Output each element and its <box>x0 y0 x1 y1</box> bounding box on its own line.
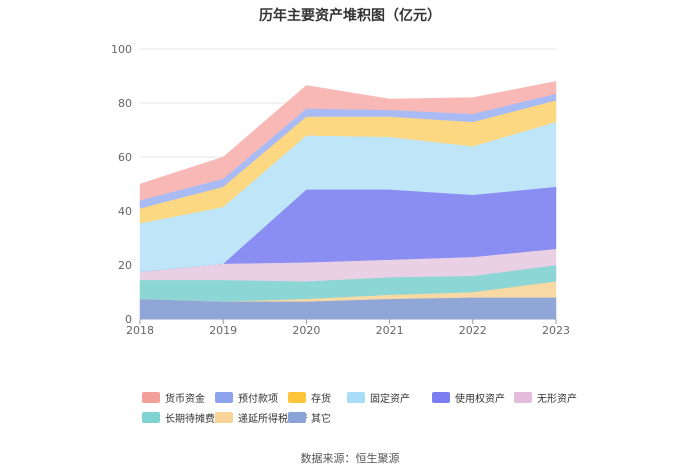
legend-swatch <box>142 412 160 423</box>
legend-item[interactable]: 长期待摊费用 <box>142 410 225 425</box>
legend-label: 货币资金 <box>165 394 205 405</box>
x-tick-label: 2021 <box>376 324 404 337</box>
legend-swatch <box>215 392 233 403</box>
legend-item[interactable]: 预付款项 <box>215 390 278 405</box>
y-tick-label: 100 <box>111 43 132 56</box>
area-series-货币资金[interactable] <box>139 81 557 201</box>
x-tick-label: 2023 <box>542 324 570 337</box>
legend-item[interactable]: 其它 <box>288 410 331 425</box>
legend-swatch <box>432 392 450 403</box>
y-tick-label: 60 <box>118 151 132 164</box>
legend-label: 固定资产 <box>370 394 410 405</box>
legend-swatch <box>288 412 306 423</box>
chart-title: 历年主要资产堆积图（亿元） <box>259 8 441 24</box>
legend-swatch <box>142 392 160 403</box>
legend-swatch <box>347 392 365 403</box>
stacked-area-chart: 0 20 40 60 80 100 2018 2019 2020 2021 2022 2023 <box>111 43 570 337</box>
y-tick-label: 40 <box>118 205 132 218</box>
legend-label: 存货 <box>311 394 331 405</box>
legend-item[interactable]: 使用权资产 <box>432 390 505 405</box>
legend-label: 使用权资产 <box>455 394 505 405</box>
legend-item[interactable]: 固定资产 <box>347 390 410 405</box>
legend-item[interactable]: 无形资产 <box>514 390 577 405</box>
legend-label: 其它 <box>311 414 331 425</box>
y-tick-label: 0 <box>125 313 132 326</box>
x-tick-label: 2018 <box>126 324 154 337</box>
y-tick-label: 20 <box>118 259 132 272</box>
y-tick-label: 80 <box>118 97 132 110</box>
legend-label: 递延所得税资产 <box>238 414 308 425</box>
legend-swatch <box>514 392 532 403</box>
legend-label: 长期待摊费用 <box>165 414 225 425</box>
legend-item[interactable]: 存货 <box>288 390 331 405</box>
legend-item[interactable]: 货币资金 <box>142 390 205 405</box>
data-source: 数据来源：恒生聚源 <box>300 452 400 465</box>
legend-label: 无形资产 <box>537 394 577 405</box>
x-tick-label: 2020 <box>292 324 320 337</box>
legend-swatch <box>288 392 306 403</box>
legend-swatch <box>215 412 233 423</box>
legend-item[interactable]: 递延所得税资产 <box>215 410 308 425</box>
x-tick-label: 2019 <box>209 324 237 337</box>
x-tick-label: 2022 <box>459 324 487 337</box>
legend-label: 预付款项 <box>238 394 278 405</box>
